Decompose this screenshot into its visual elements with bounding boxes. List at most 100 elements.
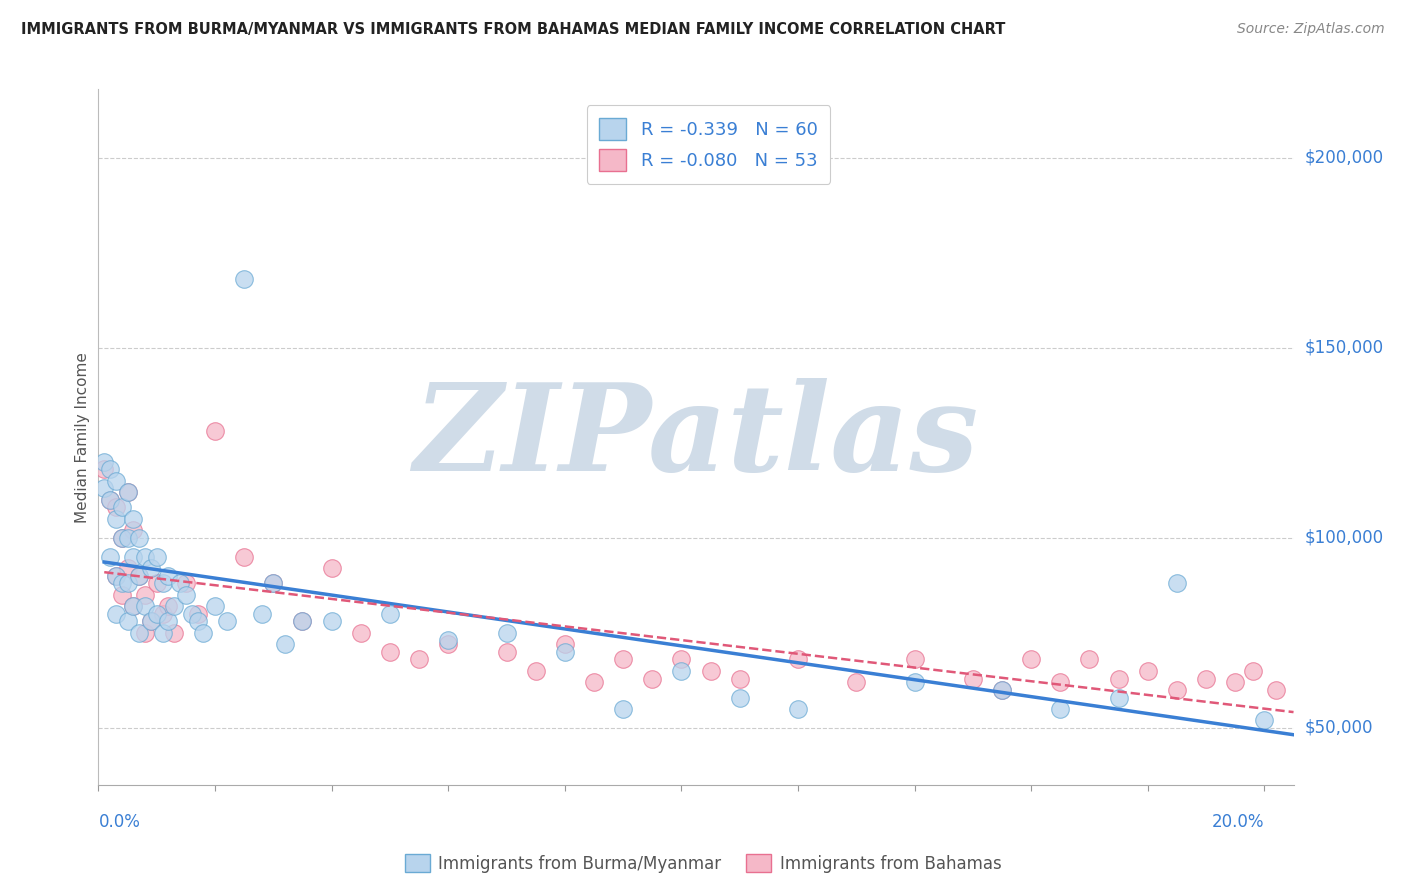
Point: [274, 637, 297, 651]
Point: [787, 652, 810, 666]
Point: [291, 615, 314, 629]
Point: [1078, 652, 1101, 666]
Point: [250, 607, 273, 621]
Point: [524, 664, 547, 678]
Point: [233, 272, 256, 286]
Point: [437, 633, 460, 648]
Point: [962, 672, 984, 686]
Point: [378, 607, 401, 621]
Point: [612, 652, 634, 666]
Text: IMMIGRANTS FROM BURMA/MYANMAR VS IMMIGRANTS FROM BAHAMAS MEDIAN FAMILY INCOME CO: IMMIGRANTS FROM BURMA/MYANMAR VS IMMIGRA…: [21, 22, 1005, 37]
Point: [111, 531, 134, 545]
Point: [134, 626, 156, 640]
Point: [145, 576, 167, 591]
Point: [163, 599, 186, 614]
Point: [122, 549, 145, 564]
Point: [98, 492, 121, 507]
Point: [98, 549, 121, 564]
Text: 0.0%: 0.0%: [98, 813, 141, 830]
Point: [93, 482, 115, 496]
Point: [495, 626, 517, 640]
Point: [139, 561, 162, 575]
Point: [1049, 702, 1071, 716]
Point: [321, 561, 343, 575]
Point: [262, 576, 284, 591]
Point: [1241, 664, 1264, 678]
Point: [128, 569, 150, 583]
Point: [98, 492, 121, 507]
Point: [671, 664, 693, 678]
Point: [117, 561, 139, 575]
Y-axis label: Median Family Income: Median Family Income: [75, 351, 90, 523]
Point: [1166, 682, 1188, 697]
Point: [128, 531, 150, 545]
Point: [98, 462, 121, 476]
Point: [291, 615, 314, 629]
Point: [582, 675, 605, 690]
Point: [134, 549, 156, 564]
Point: [139, 615, 162, 629]
Legend: Immigrants from Burma/Myanmar, Immigrants from Bahamas: Immigrants from Burma/Myanmar, Immigrant…: [398, 847, 1008, 880]
Point: [991, 682, 1014, 697]
Point: [152, 576, 174, 591]
Point: [1136, 664, 1159, 678]
Point: [111, 576, 134, 591]
Point: [152, 607, 174, 621]
Point: [169, 576, 191, 591]
Text: $200,000: $200,000: [1305, 149, 1384, 167]
Point: [157, 569, 180, 583]
Point: [122, 599, 145, 614]
Point: [128, 569, 150, 583]
Point: [152, 626, 174, 640]
Point: [350, 626, 373, 640]
Point: [233, 549, 256, 564]
Point: [104, 607, 127, 621]
Point: [1166, 576, 1188, 591]
Point: [437, 637, 460, 651]
Point: [122, 599, 145, 614]
Point: [554, 645, 576, 659]
Point: [139, 615, 162, 629]
Point: [378, 645, 401, 659]
Point: [1049, 675, 1071, 690]
Point: [1195, 672, 1218, 686]
Text: $100,000: $100,000: [1305, 529, 1384, 547]
Point: [174, 576, 197, 591]
Point: [117, 615, 139, 629]
Text: ZIPatlas: ZIPatlas: [413, 378, 979, 496]
Point: [186, 607, 208, 621]
Point: [903, 652, 925, 666]
Point: [787, 702, 810, 716]
Point: [93, 455, 115, 469]
Point: [104, 569, 127, 583]
Point: [408, 652, 430, 666]
Point: [612, 702, 634, 716]
Point: [554, 637, 576, 651]
Point: [157, 599, 180, 614]
Point: [991, 682, 1014, 697]
Point: [671, 652, 693, 666]
Point: [1253, 714, 1275, 728]
Point: [495, 645, 517, 659]
Point: [145, 549, 167, 564]
Point: [1108, 672, 1130, 686]
Point: [1265, 682, 1288, 697]
Legend: R = -0.339   N = 60, R = -0.080   N = 53: R = -0.339 N = 60, R = -0.080 N = 53: [586, 105, 831, 184]
Point: [93, 462, 115, 476]
Point: [728, 690, 751, 705]
Point: [1225, 675, 1247, 690]
Point: [163, 626, 186, 640]
Text: 20.0%: 20.0%: [1212, 813, 1264, 830]
Point: [321, 615, 343, 629]
Point: [157, 615, 180, 629]
Point: [204, 599, 226, 614]
Point: [204, 425, 226, 439]
Point: [845, 675, 868, 690]
Point: [117, 531, 139, 545]
Point: [180, 607, 202, 621]
Point: [1019, 652, 1042, 666]
Point: [1108, 690, 1130, 705]
Text: $50,000: $50,000: [1305, 719, 1374, 737]
Point: [641, 672, 664, 686]
Point: [111, 500, 134, 515]
